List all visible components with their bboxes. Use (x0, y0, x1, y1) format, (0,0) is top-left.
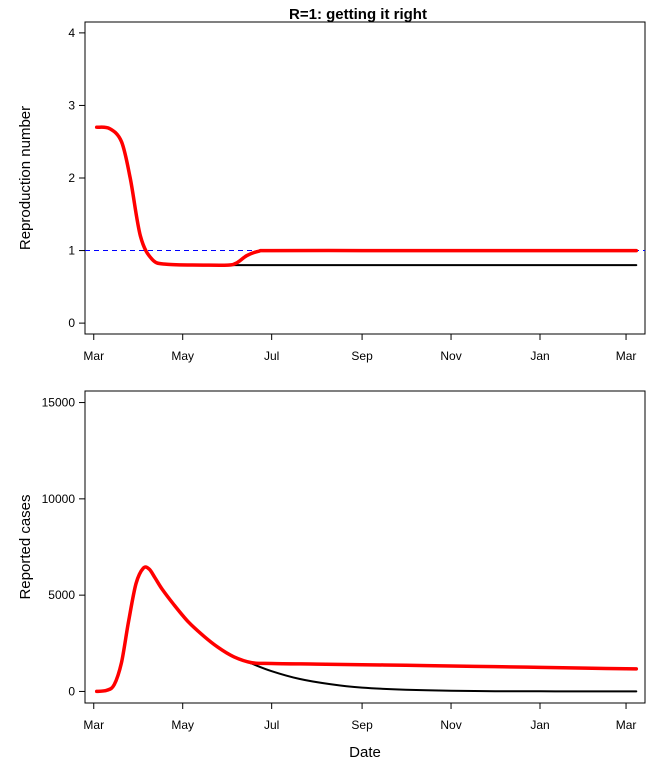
x-tick-label: Nov (440, 349, 461, 363)
x-tick-label: Sep (351, 718, 373, 732)
chart-title: R=1: getting it right (289, 6, 427, 23)
scenario-series-line (94, 565, 639, 694)
y-tick-label: 1 (68, 244, 75, 258)
x-tick-label: Jan (530, 718, 549, 732)
x-tick-label: Mar (83, 718, 104, 732)
reproduction-number-panel: 0 1 2 3 4 Mar May Jul Sep Nov Jan Mar Reproduction n… (17, 21, 646, 363)
y-axis-title: Reported cases (17, 494, 34, 599)
x-tick-label: Mar (83, 349, 104, 363)
baseline-series-line (95, 566, 638, 693)
x-axis-title: Date (349, 744, 381, 761)
baseline-series-line (95, 126, 638, 267)
x-tick-label: Sep (351, 349, 373, 363)
scenario-series-line (94, 125, 639, 268)
y-tick-label: 0 (68, 316, 75, 330)
x-tick-label: May (171, 718, 194, 732)
x-tick-label: Mar (616, 718, 637, 732)
y-tick-label: 0 (68, 684, 75, 698)
cases-plot-frame (84, 390, 646, 704)
y-tick-label: 2 (68, 171, 75, 185)
x-tick-label: Mar (616, 349, 637, 363)
y-tick-label: 4 (68, 26, 75, 40)
x-tick-label: Nov (440, 718, 461, 732)
reported-cases-panel: 0 5000 10000 15000 Mar May Jul Sep Nov Jan Mar Repo… (17, 390, 646, 732)
y-tick-label: 10000 (42, 492, 76, 506)
reproduction-plot-frame (84, 21, 646, 335)
y-tick-label: 5000 (48, 588, 75, 602)
x-tick-label: Jul (264, 349, 279, 363)
y-axis-title: Reproduction number (17, 106, 34, 250)
x-tick-label: May (171, 349, 194, 363)
x-tick-label: Jan (530, 349, 549, 363)
y-tick-label: 15000 (42, 396, 76, 410)
y-tick-label: 3 (68, 98, 75, 112)
x-tick-label: Jul (264, 718, 279, 732)
